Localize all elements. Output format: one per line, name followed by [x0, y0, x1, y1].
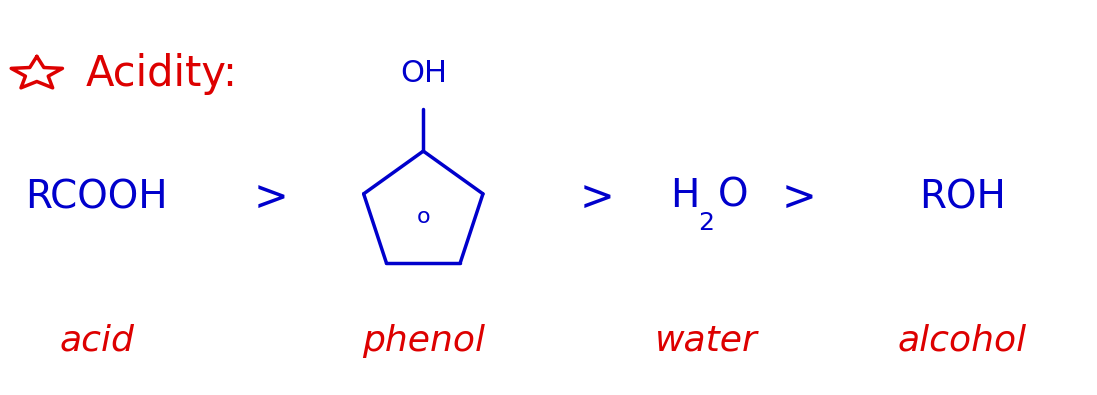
Text: ROH: ROH: [919, 179, 1006, 216]
Text: >: >: [253, 177, 289, 218]
Text: O: O: [719, 177, 749, 214]
Text: OH: OH: [399, 59, 446, 88]
Text: H: H: [670, 177, 699, 214]
Text: RCOOH: RCOOH: [25, 179, 168, 216]
Text: >: >: [781, 177, 816, 218]
Text: >: >: [580, 177, 615, 218]
Text: acid: acid: [59, 324, 134, 357]
Text: phenol: phenol: [362, 324, 485, 357]
Text: o: o: [417, 207, 430, 227]
Text: 2: 2: [699, 211, 714, 235]
Text: Acidity:: Acidity:: [86, 53, 238, 95]
Text: water: water: [655, 324, 758, 357]
Text: alcohol: alcohol: [897, 324, 1027, 357]
